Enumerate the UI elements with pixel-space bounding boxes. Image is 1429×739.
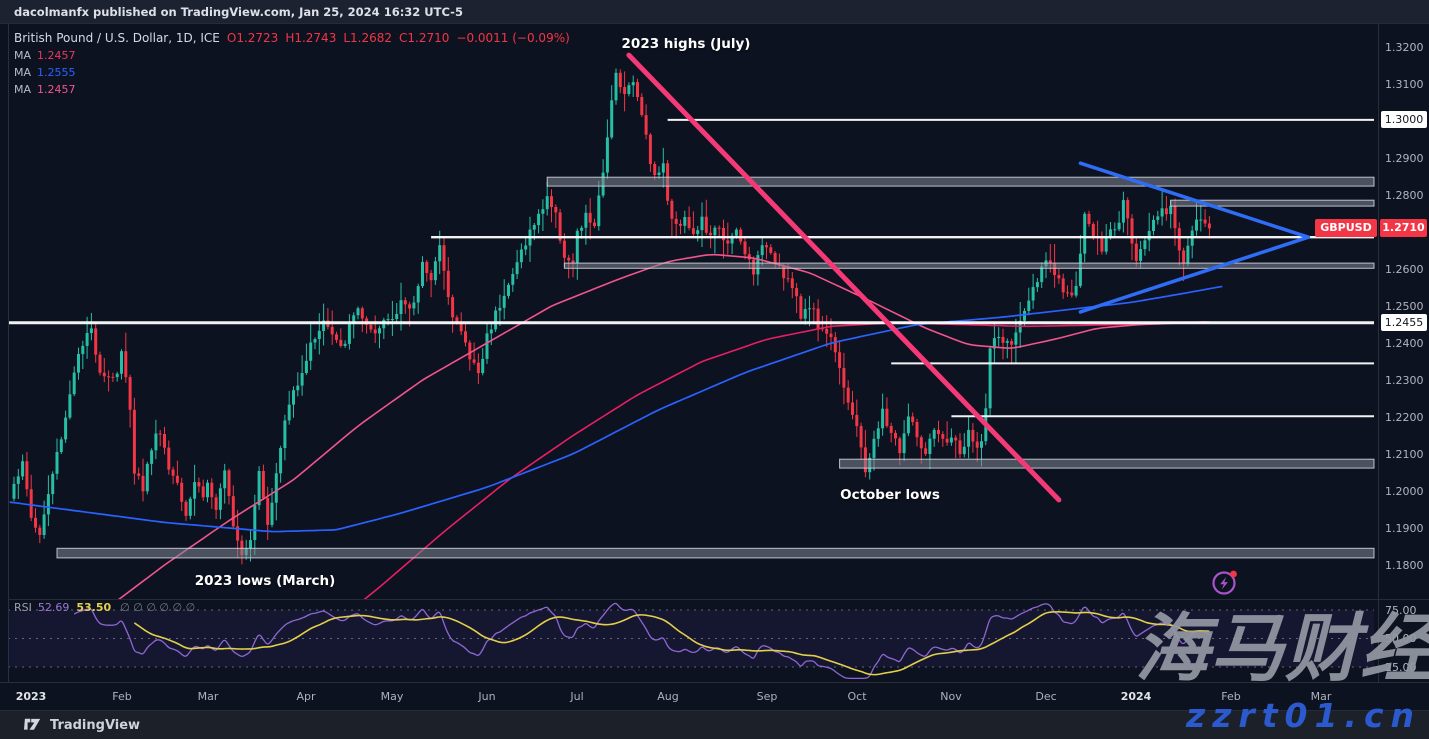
time-tick[interactable]: May [380, 690, 404, 703]
rsi-scale-tick: 25.00 [1385, 661, 1417, 674]
annotation-october-lows: October lows [840, 487, 940, 503]
time-tick[interactable]: Mar [197, 690, 219, 703]
time-tick[interactable]: Feb [1221, 690, 1241, 703]
price-tick: 1.2800 [1385, 189, 1424, 202]
low-value: L1.2682 [343, 31, 393, 45]
price-tick: 1.2100 [1385, 448, 1424, 461]
price-tick: 1.1900 [1385, 522, 1424, 535]
price-tick: 1.2200 [1385, 411, 1424, 424]
symbol-row: British Pound / U.S. Dollar, 1D, ICE O1.2… [14, 31, 570, 46]
rsi-scale-tick: 50.00 [1385, 632, 1417, 645]
rsi-empty-markers: ∅ ∅ ∅ ∅ ∅ ∅ [120, 601, 196, 614]
price-level-label: 1.3000 [1381, 111, 1427, 128]
price-tick: 1.2500 [1385, 300, 1424, 313]
rsi-scale-tick: 75.00 [1385, 604, 1417, 617]
time-tick[interactable]: Apr [296, 690, 316, 703]
rsi-legend: RSI 52.69 53.50 ∅ ∅ ∅ ∅ ∅ ∅ [14, 601, 195, 614]
time-tick[interactable]: Jul [570, 690, 584, 703]
price-tick: 1.3100 [1385, 78, 1424, 91]
ma-value: 1.2457 [37, 83, 76, 96]
ma-label: MA [14, 49, 32, 62]
ma-legend-row-1: MA 1.2457 [14, 48, 570, 63]
price-tick: 1.2600 [1385, 263, 1424, 276]
open-value: O1.2723 [226, 31, 279, 45]
rsi-label[interactable]: RSI [14, 601, 32, 614]
annotation-2023-highs: 2023 highs (July) [621, 36, 751, 52]
time-tick[interactable]: Oct [847, 690, 867, 703]
footer-bar: TradingView [0, 710, 1429, 739]
ma-legend-row-3: MA 1.2457 [14, 82, 570, 97]
rsi-value: 52.69 [37, 601, 70, 614]
close-value: C1.2710 [399, 31, 450, 45]
time-tick[interactable]: Sep [756, 690, 778, 703]
price-tick: 1.2000 [1385, 485, 1424, 498]
time-tick[interactable]: Mar [1310, 690, 1332, 703]
ma-label: MA [14, 83, 32, 96]
time-tick[interactable]: Feb [112, 690, 132, 703]
price-tick: 1.2900 [1385, 152, 1424, 165]
price-axis[interactable]: 1.3200 1.3100 1.2900 1.2800 1.2600 1.2500 1.24… [1378, 24, 1429, 682]
symbol-title[interactable]: British Pound / U.S. Dollar, 1D, ICE [14, 31, 220, 45]
ma-value: 1.2457 [37, 49, 76, 62]
time-tick[interactable]: Jun [478, 690, 496, 703]
annotation-2023-lows: 2023 lows (March) [194, 573, 336, 589]
price-tick: 1.2300 [1385, 374, 1424, 387]
symbol-price-tag: GBPUSD [1315, 219, 1377, 237]
ohlc-values: O1.2723 H1.2743 L1.2682 C1.2710 −0.0011 (−0.… [220, 31, 570, 45]
flash-icon[interactable] [1209, 566, 1241, 598]
time-tick[interactable]: 2023 [15, 690, 47, 703]
ma-label: MA [14, 66, 32, 79]
rsi-ma-value: 53.50 [76, 601, 112, 614]
publish-info-bar: dacolmanfx published on TradingView.com,… [0, 0, 1429, 24]
time-tick[interactable]: Dec [1035, 690, 1057, 703]
ma-legend-row-2: MA 1.2555 [14, 65, 570, 80]
change-value: −0.0011 (−0.09%) [456, 31, 570, 45]
time-tick[interactable]: Nov [940, 690, 962, 703]
price-tick: 1.3200 [1385, 41, 1424, 54]
price-tick: 1.2400 [1385, 337, 1424, 350]
last-price-tag: 1.2710 [1380, 219, 1427, 237]
price-level-label: 1.2455 [1381, 314, 1427, 331]
high-value: H1.2743 [285, 31, 337, 45]
time-tick[interactable]: 2024 [1120, 690, 1152, 703]
time-axis[interactable]: 2023 Feb Mar Apr May Jun Jul Aug Sep Oct Nov Dec 202… [0, 682, 1429, 711]
ma-value: 1.2555 [37, 66, 76, 79]
tradingview-brand-link[interactable]: TradingView [50, 717, 141, 733]
time-tick[interactable]: Aug [657, 690, 679, 703]
publish-info-text: dacolmanfx published on TradingView.com,… [14, 5, 463, 19]
price-tick: 1.1800 [1385, 559, 1424, 572]
chart-legend: British Pound / U.S. Dollar, 1D, ICE O1.2… [14, 31, 570, 97]
tradingview-logo-icon[interactable] [24, 718, 43, 732]
